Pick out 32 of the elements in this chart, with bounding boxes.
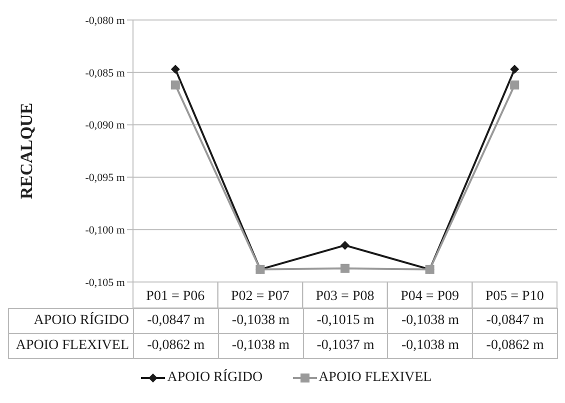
y-axis-title: RECALQUE bbox=[17, 102, 36, 200]
point bbox=[340, 240, 350, 250]
point bbox=[510, 64, 520, 74]
point bbox=[510, 80, 520, 90]
y-tick-label: -0,080 m bbox=[85, 14, 126, 27]
data-label: -0,1038 m bbox=[218, 308, 304, 334]
legend-label: APOIO FLEXIVEL bbox=[318, 370, 432, 386]
y-tick-label: -0,085 m bbox=[85, 67, 126, 80]
x-tick-label: P05 = P10 bbox=[485, 289, 544, 304]
data-label: -0,0862 m bbox=[134, 334, 218, 358]
data-label: -0,0847 m bbox=[134, 308, 218, 334]
data-label: -0,1038 m bbox=[218, 334, 304, 358]
point bbox=[170, 80, 180, 90]
data-label: -0,0847 m bbox=[472, 308, 558, 334]
x-tick-label: P02 = P07 bbox=[230, 289, 290, 304]
legend-label: APOIO RÍGIDO bbox=[167, 370, 263, 386]
point bbox=[170, 64, 180, 74]
data-label: -0,1037 m bbox=[303, 334, 388, 358]
data-label: -0,1038 m bbox=[388, 334, 473, 358]
data-label: -0,1015 m bbox=[303, 308, 388, 334]
y-tick-label: -0,100 m bbox=[85, 224, 126, 237]
x-tick-label: P01 = P06 bbox=[146, 289, 205, 304]
data-label: -0,0862 m bbox=[472, 334, 558, 358]
text: APOIO RÍGIDO bbox=[34, 313, 129, 328]
x-tick-label: P03 = P08 bbox=[316, 289, 374, 304]
y-tick-label: -0,105 m bbox=[85, 276, 126, 289]
data-label: -0,1038 m bbox=[388, 308, 473, 334]
text: APOIO FLEXIVEL bbox=[16, 338, 129, 353]
y-tick-label: -0,090 m bbox=[85, 120, 126, 132]
y-tick-label: -0,095 m bbox=[85, 172, 126, 184]
point bbox=[340, 264, 350, 273]
x-tick-label: P04 = P09 bbox=[400, 289, 460, 304]
